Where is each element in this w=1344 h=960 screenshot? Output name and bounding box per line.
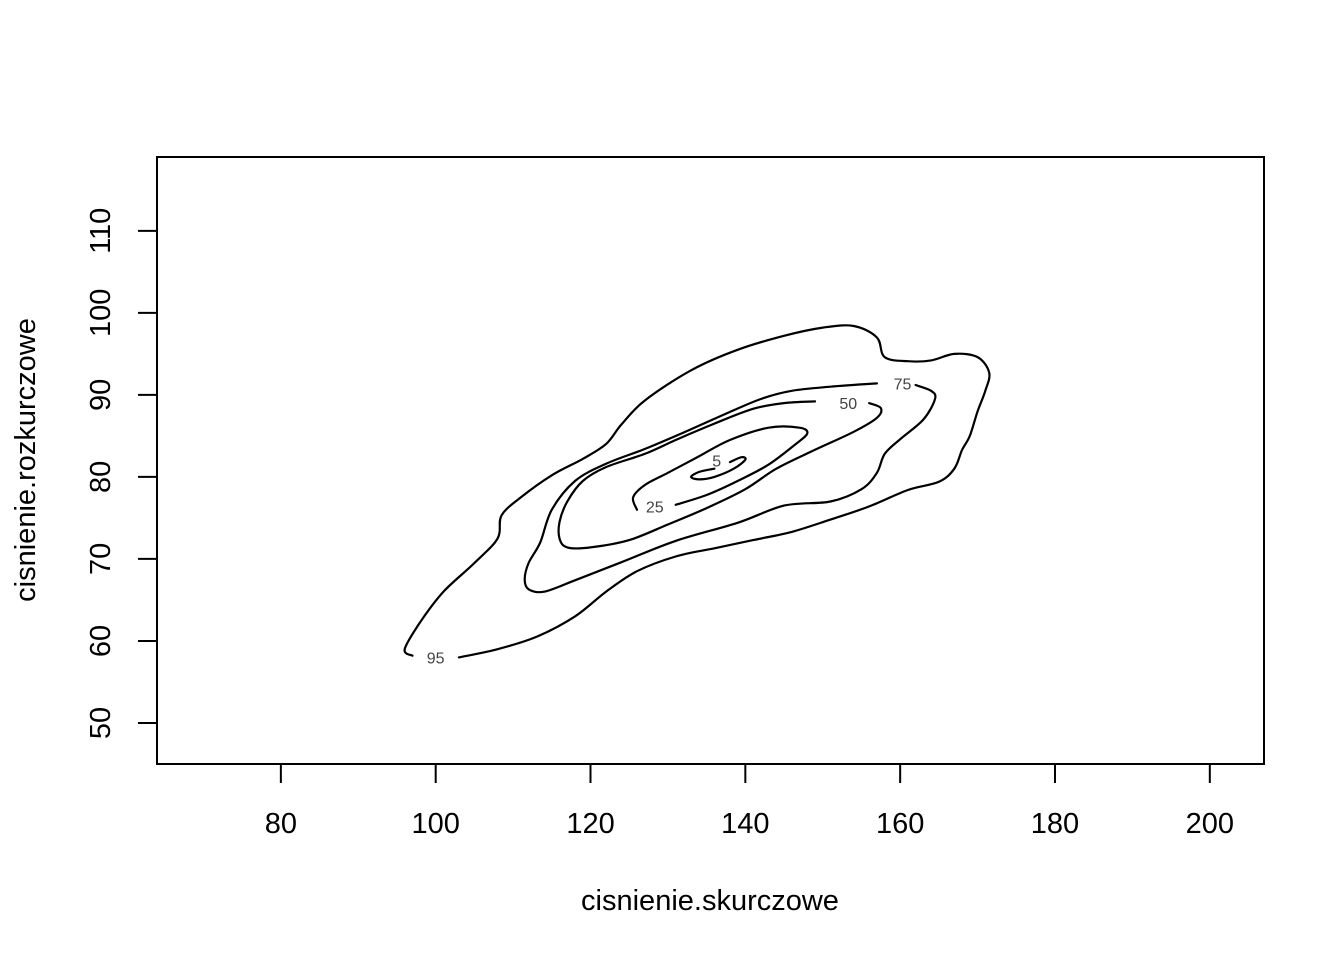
- contour-line-5: [690, 456, 747, 481]
- y-tick-label: 100: [85, 289, 117, 337]
- contour-line-50: [557, 400, 883, 550]
- contour-label-50: 50: [839, 396, 857, 413]
- contour-label-25: 25: [646, 499, 664, 516]
- plot-frame: [156, 156, 1265, 765]
- y-tick-label: 70: [85, 543, 117, 575]
- x-tick-label: 120: [566, 808, 614, 840]
- contour-label-5: 5: [712, 454, 721, 471]
- x-tick-label: 100: [411, 808, 459, 840]
- x-axis-title: cisnienie.skurczowe: [581, 885, 839, 917]
- y-tick-label: 110: [85, 208, 117, 254]
- contour-label-95: 95: [427, 650, 445, 667]
- x-tick-label: 80: [265, 808, 297, 840]
- contour-line-95: [403, 324, 991, 659]
- y-axis-title: cisnienie.rozkurczowe: [10, 318, 42, 602]
- y-tick-label: 90: [85, 379, 117, 411]
- contour-label-75: 75: [894, 376, 912, 393]
- x-tick-label: 140: [721, 808, 769, 840]
- x-tick-label: 200: [1186, 808, 1234, 840]
- contour-labels: 95 75 50 25 5: [427, 376, 912, 667]
- x-tick-label: 160: [876, 808, 924, 840]
- contour-line-75: [523, 382, 937, 594]
- contour-lines: [403, 324, 991, 659]
- y-tick-label: 80: [85, 461, 117, 493]
- y-axis: 50 60 70 80 90 100 110: [85, 208, 157, 739]
- contour-line-25: [631, 425, 809, 511]
- x-axis: 80 100 120 140 160 180 200: [265, 764, 1234, 840]
- x-tick-label: 180: [1031, 808, 1079, 840]
- y-tick-label: 60: [85, 625, 117, 657]
- y-tick-label: 50: [85, 707, 117, 739]
